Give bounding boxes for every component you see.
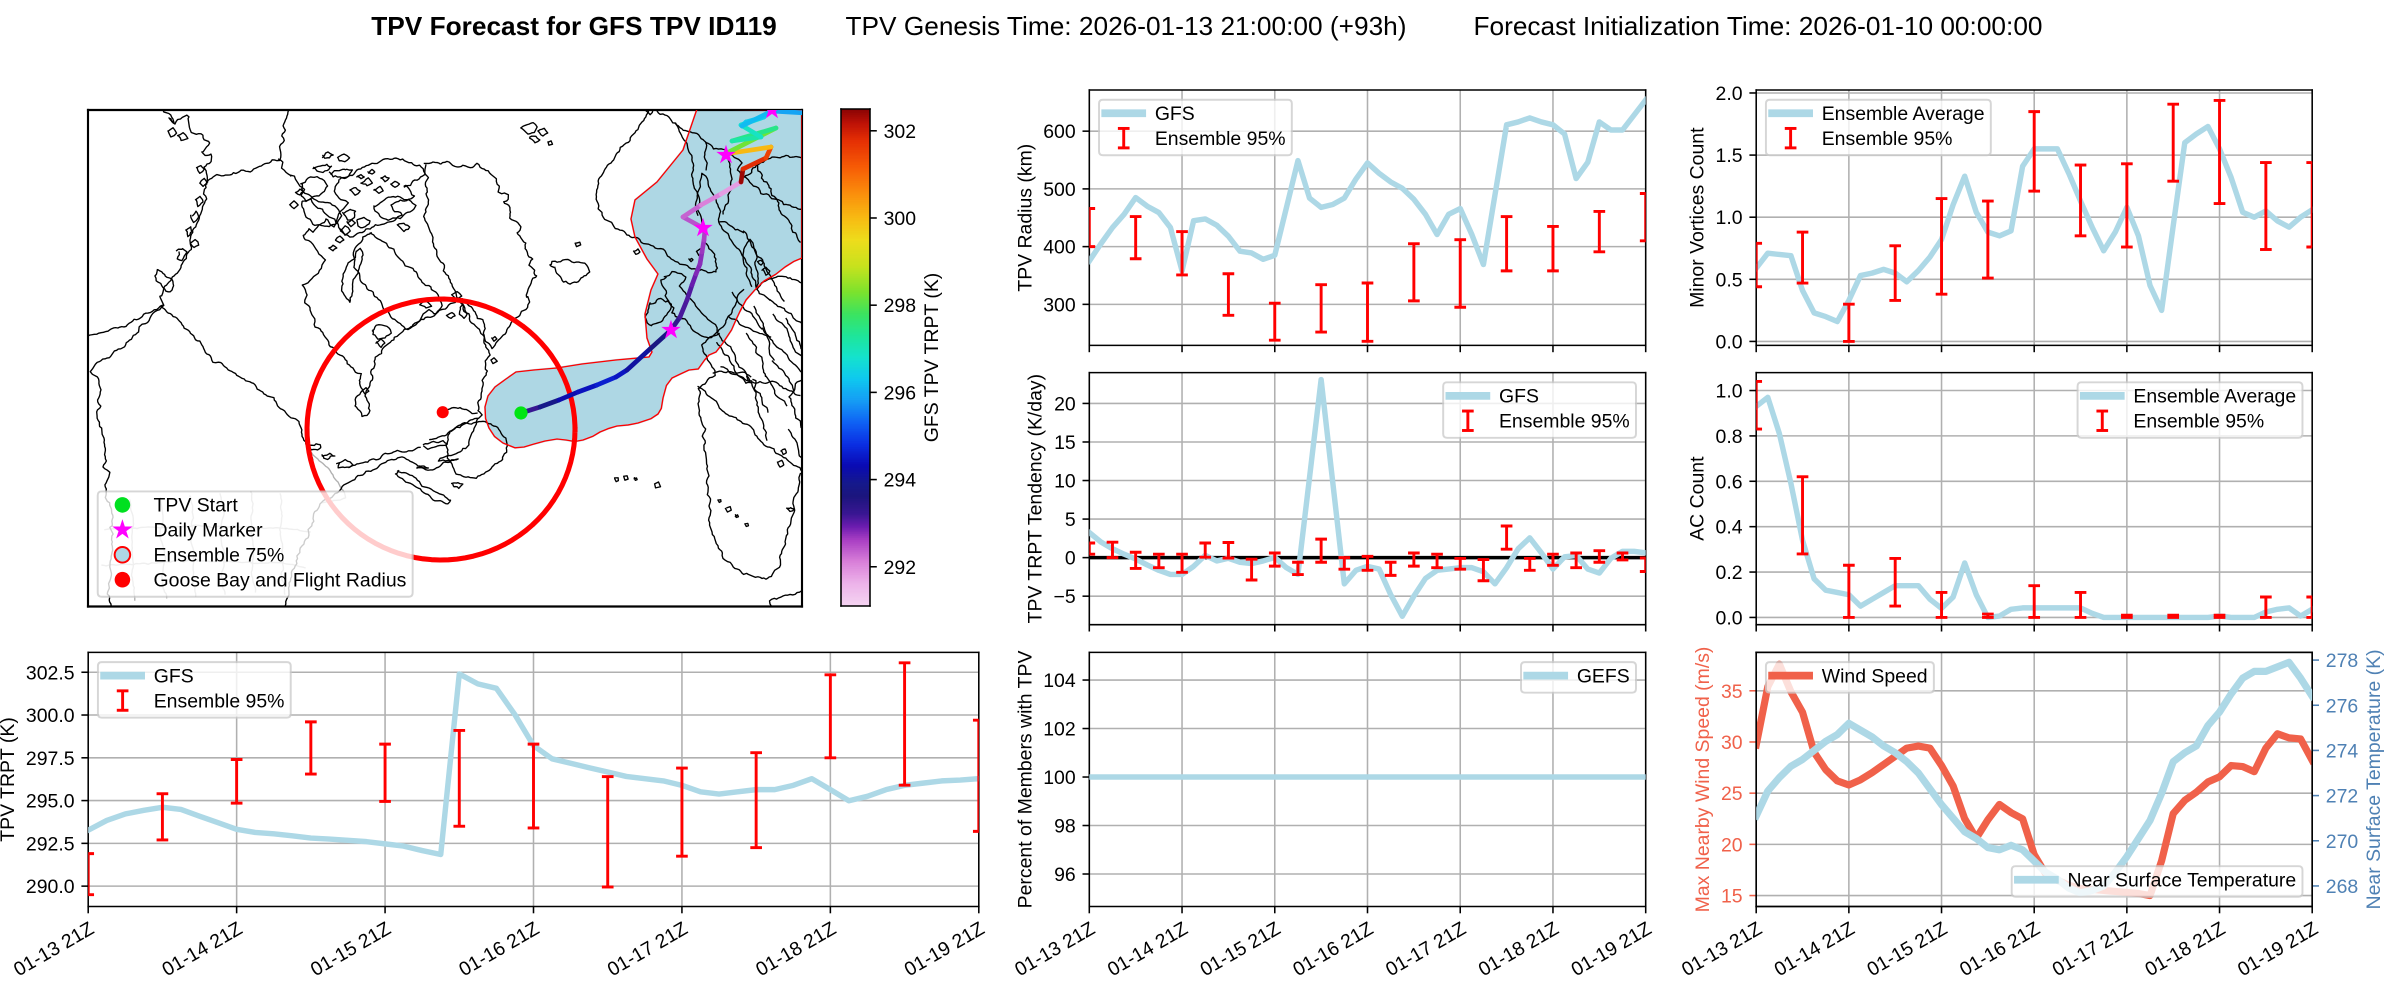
svg-text:270: 270 — [2326, 831, 2359, 853]
svg-text:TPV Radius (km): TPV Radius (km) — [1014, 144, 1036, 292]
svg-text:15: 15 — [1721, 886, 1743, 908]
svg-text:25: 25 — [1721, 783, 1743, 805]
svg-text:2.0: 2.0 — [1716, 83, 1743, 105]
svg-text:298: 298 — [884, 295, 916, 317]
svg-text:Ensemble 95%: Ensemble 95% — [2133, 411, 2264, 433]
svg-text:500: 500 — [1043, 179, 1076, 201]
svg-text:292: 292 — [884, 557, 916, 579]
svg-text:276: 276 — [2326, 695, 2358, 717]
svg-text:Forecast Initialization Time:: Forecast Initialization Time: 2026-01-10… — [1473, 11, 2042, 41]
svg-text:35: 35 — [1721, 681, 1743, 703]
svg-text:0.8: 0.8 — [1716, 426, 1743, 448]
svg-text:600: 600 — [1043, 121, 1076, 143]
svg-text:Ensemble Average: Ensemble Average — [1822, 103, 1985, 125]
svg-text:GFS: GFS — [1499, 386, 1539, 408]
svg-text:Ensemble 95%: Ensemble 95% — [154, 690, 285, 712]
svg-text:302.5: 302.5 — [26, 662, 75, 684]
svg-text:274: 274 — [2326, 740, 2359, 762]
svg-text:Max Nearby Wind Speed (m/s): Max Nearby Wind Speed (m/s) — [1692, 647, 1714, 913]
svg-text:1.0: 1.0 — [1716, 207, 1743, 229]
svg-text:Ensemble 95%: Ensemble 95% — [1499, 411, 1630, 433]
svg-text:1.5: 1.5 — [1716, 145, 1743, 167]
svg-text:0.0: 0.0 — [1716, 607, 1743, 629]
svg-text:100: 100 — [1043, 767, 1076, 789]
svg-text:GFS: GFS — [154, 665, 194, 687]
svg-text:300: 300 — [884, 208, 917, 230]
svg-text:Goose Bay and Flight Radius: Goose Bay and Flight Radius — [154, 570, 407, 592]
svg-text:20: 20 — [1721, 834, 1743, 856]
svg-text:294: 294 — [884, 470, 917, 492]
svg-text:30: 30 — [1721, 732, 1743, 754]
svg-text:GFS: GFS — [1155, 103, 1195, 125]
svg-text:98: 98 — [1054, 816, 1076, 838]
svg-text:0.2: 0.2 — [1716, 562, 1743, 584]
svg-text:0.4: 0.4 — [1716, 517, 1743, 539]
svg-text:Near Surface Temperature: Near Surface Temperature — [2068, 870, 2297, 892]
svg-text:GFS TPV TRPT (K): GFS TPV TRPT (K) — [921, 273, 943, 443]
svg-text:TPV TRPT (K): TPV TRPT (K) — [0, 717, 19, 842]
svg-text:104: 104 — [1043, 670, 1076, 692]
svg-text:400: 400 — [1043, 237, 1076, 259]
svg-text:296: 296 — [884, 382, 916, 404]
svg-text:0.5: 0.5 — [1716, 269, 1743, 291]
svg-text:0.6: 0.6 — [1716, 471, 1743, 493]
svg-text:Minor Vortices Count: Minor Vortices Count — [1687, 127, 1709, 308]
svg-text:0: 0 — [1065, 548, 1076, 570]
svg-text:295.0: 295.0 — [26, 791, 75, 813]
svg-text:Daily Marker: Daily Marker — [154, 520, 264, 542]
svg-text:Near Surface Temperature (K): Near Surface Temperature (K) — [2363, 649, 2384, 909]
svg-text:TPV Genesis Time: 2026-01-13 2: TPV Genesis Time: 2026-01-13 21:00:00 (+… — [845, 11, 1406, 41]
svg-text:Ensemble 75%: Ensemble 75% — [154, 545, 285, 567]
svg-text:TPV Forecast for GFS TPV ID119: TPV Forecast for GFS TPV ID119 — [371, 11, 777, 41]
svg-text:Wind Speed: Wind Speed — [1822, 665, 1928, 687]
svg-text:290.0: 290.0 — [26, 876, 75, 898]
svg-text:Ensemble Average: Ensemble Average — [2133, 386, 2296, 408]
svg-text:TPV Start: TPV Start — [154, 495, 239, 517]
svg-text:300.0: 300.0 — [26, 705, 75, 727]
svg-text:Ensemble 95%: Ensemble 95% — [1822, 128, 1953, 150]
svg-text:300: 300 — [1043, 294, 1076, 316]
svg-text:AC Count: AC Count — [1687, 456, 1709, 541]
svg-text:268: 268 — [2326, 876, 2358, 898]
svg-text:Ensemble 95%: Ensemble 95% — [1155, 128, 1286, 150]
svg-text:5: 5 — [1065, 509, 1076, 531]
svg-text:20: 20 — [1054, 393, 1076, 415]
svg-text:−5: −5 — [1054, 586, 1076, 608]
svg-text:10: 10 — [1054, 471, 1076, 493]
svg-text:272: 272 — [2326, 786, 2358, 808]
svg-text:102: 102 — [1043, 719, 1075, 741]
svg-text:Percent of Members with TPV: Percent of Members with TPV — [1014, 651, 1036, 909]
svg-text:278: 278 — [2326, 650, 2358, 672]
svg-text:0.0: 0.0 — [1716, 331, 1743, 353]
svg-text:292.5: 292.5 — [26, 833, 75, 855]
svg-text:15: 15 — [1054, 432, 1076, 454]
svg-text:1.0: 1.0 — [1716, 381, 1743, 403]
svg-text:302: 302 — [884, 121, 916, 143]
svg-text:TPV TRPT Tendency (K/day): TPV TRPT Tendency (K/day) — [1025, 374, 1047, 624]
svg-text:96: 96 — [1054, 864, 1076, 886]
svg-text:297.5: 297.5 — [26, 748, 75, 770]
svg-text:GEFS: GEFS — [1577, 665, 1630, 687]
